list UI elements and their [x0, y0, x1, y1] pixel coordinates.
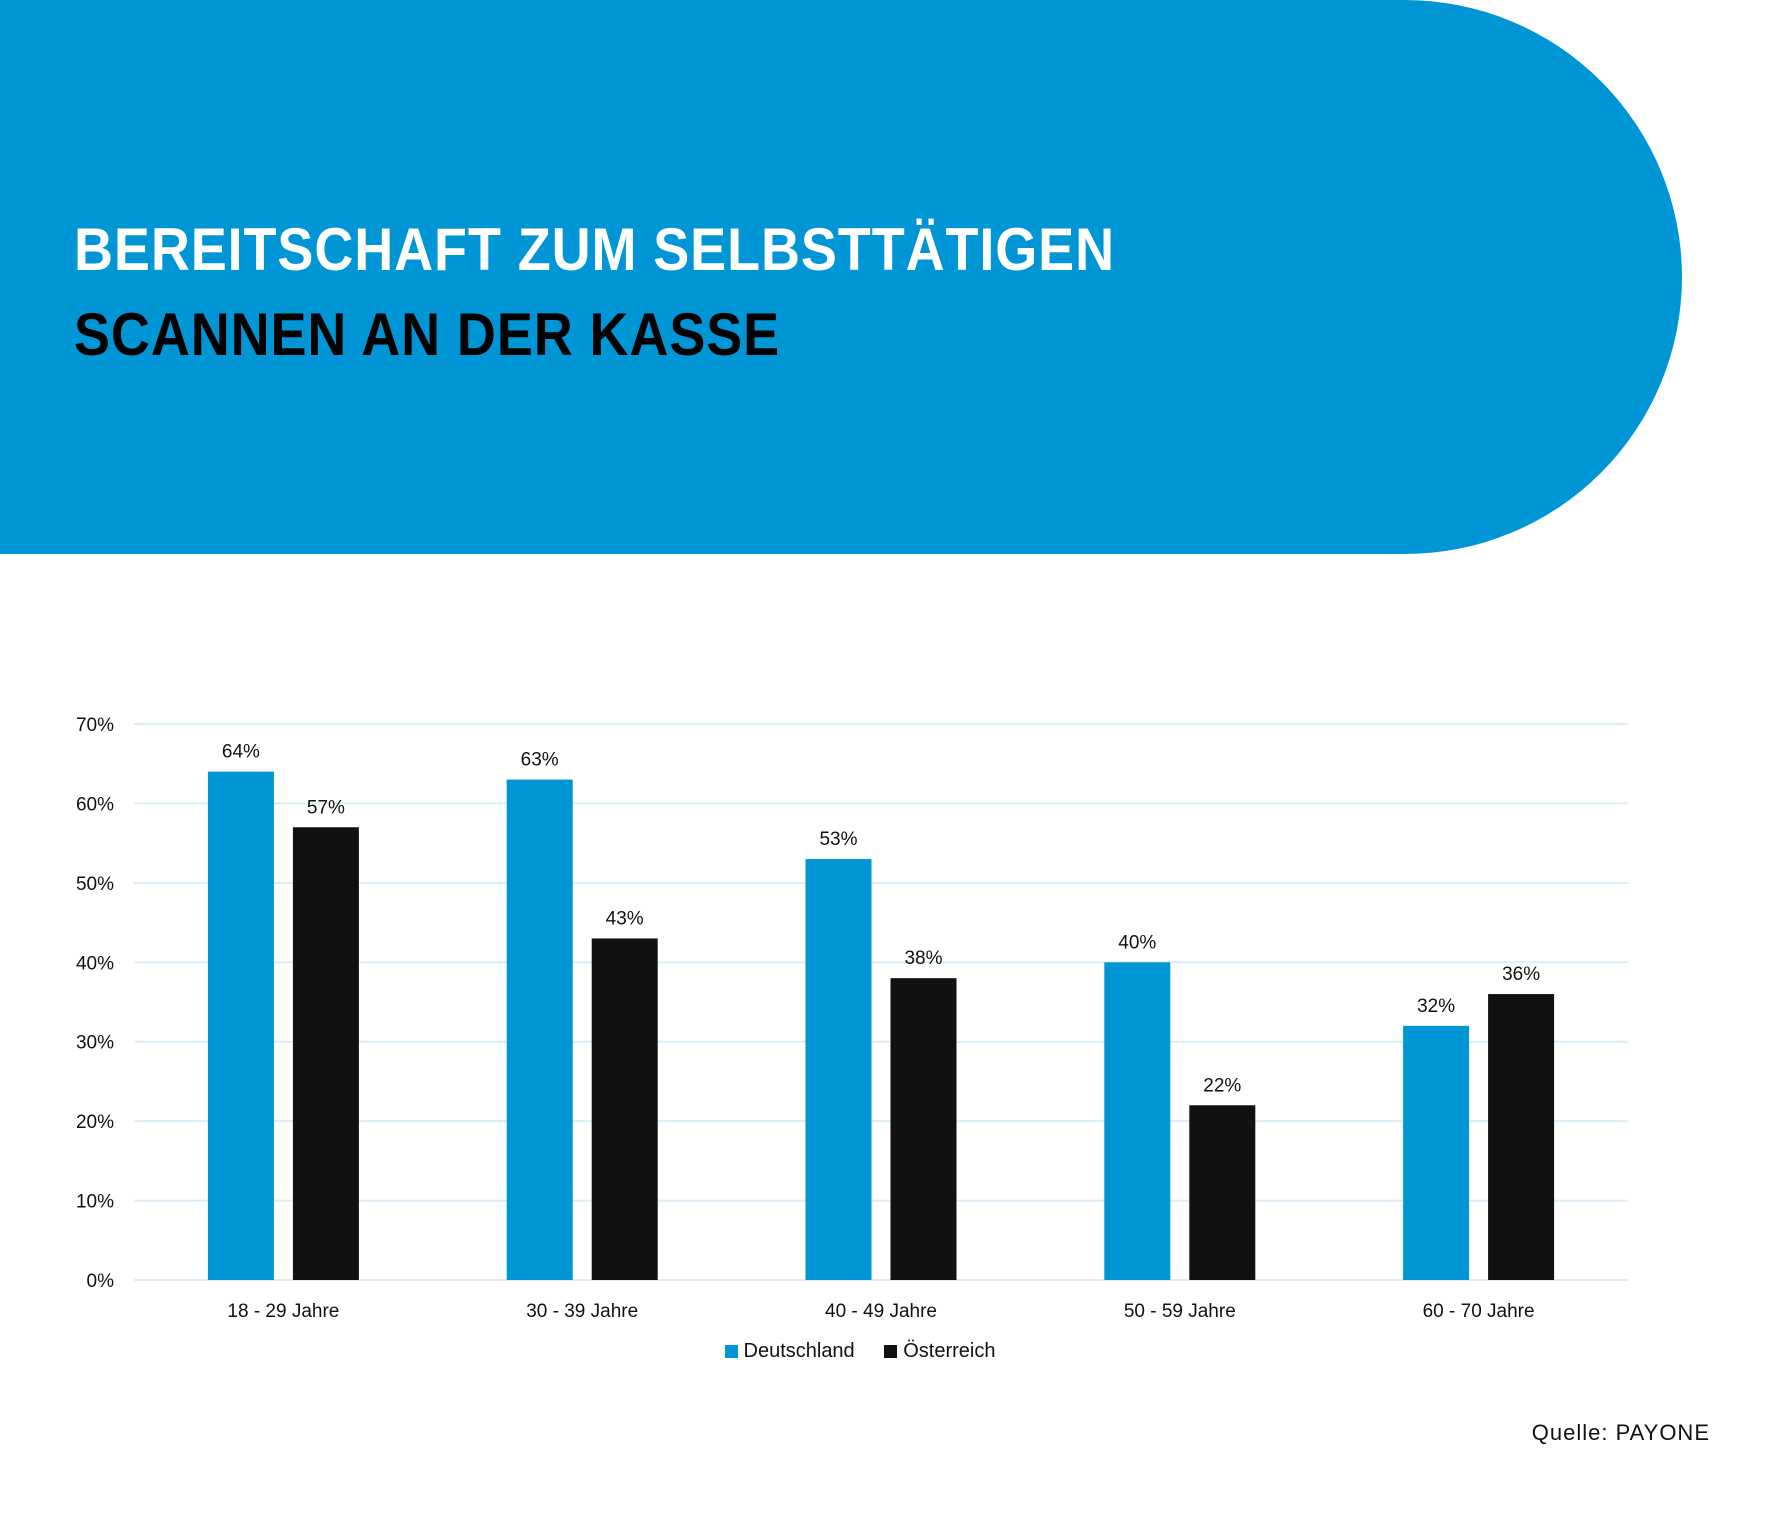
y-tick-label: 0% — [87, 1271, 115, 1292]
y-tick-label: 10% — [76, 1192, 114, 1213]
legend-swatch-deutschland — [724, 1345, 738, 1358]
data-label: 36% — [1502, 964, 1540, 985]
bar-deutschland — [207, 771, 274, 1280]
bar-deutschland — [1104, 962, 1171, 1280]
x-tick-label: 18 - 29 Jahre — [227, 1301, 339, 1322]
x-tick-label: 50 - 59 Jahre — [1124, 1301, 1236, 1322]
x-tick-label: 30 - 39 Jahre — [526, 1301, 638, 1322]
source-note: Quelle: PAYONE — [1531, 1420, 1710, 1445]
y-tick-label: 50% — [76, 874, 114, 895]
title-line-1: BEREITSCHAFT ZUM SELBSTTÄTIGEN — [74, 216, 1115, 283]
bar-oesterreich — [1189, 1105, 1256, 1280]
bar-deutschland — [805, 859, 872, 1280]
data-label: 64% — [222, 742, 260, 763]
bar-deutschland — [1403, 1025, 1470, 1280]
data-label: 53% — [819, 829, 857, 850]
y-tick-label: 40% — [76, 953, 114, 974]
bar-oesterreich — [1488, 994, 1555, 1280]
x-tick-label: 60 - 70 Jahre — [1423, 1301, 1535, 1322]
data-label: 32% — [1417, 996, 1455, 1017]
data-label: 43% — [606, 908, 644, 929]
title-line-2: SCANNEN AN DER KASSE — [74, 301, 781, 368]
legend-item-oesterreich: Österreich — [884, 1340, 996, 1363]
legend-swatch-oesterreich — [884, 1345, 898, 1358]
header-banner — [0, 0, 1682, 554]
data-label: 40% — [1118, 932, 1156, 953]
x-tick-label: 40 - 49 Jahre — [825, 1301, 937, 1322]
bar-oesterreich — [292, 827, 359, 1280]
bar-deutschland — [506, 779, 573, 1280]
data-label: 38% — [904, 948, 942, 969]
legend-item-deutschland: Deutschland — [724, 1340, 855, 1363]
chart-legend: Deutschland Österreich — [0, 1340, 1720, 1364]
data-label: 22% — [1203, 1075, 1241, 1096]
data-label: 57% — [307, 797, 345, 818]
y-tick-label: 20% — [76, 1112, 114, 1133]
y-tick-label: 30% — [76, 1033, 114, 1054]
data-label: 63% — [521, 750, 559, 771]
legend-label: Deutschland — [743, 1340, 855, 1362]
y-tick-label: 60% — [76, 794, 114, 815]
y-tick-label: 70% — [76, 715, 114, 736]
bar-oesterreich — [591, 938, 658, 1280]
legend-label: Österreich — [903, 1340, 996, 1362]
bar-oesterreich — [890, 978, 957, 1280]
